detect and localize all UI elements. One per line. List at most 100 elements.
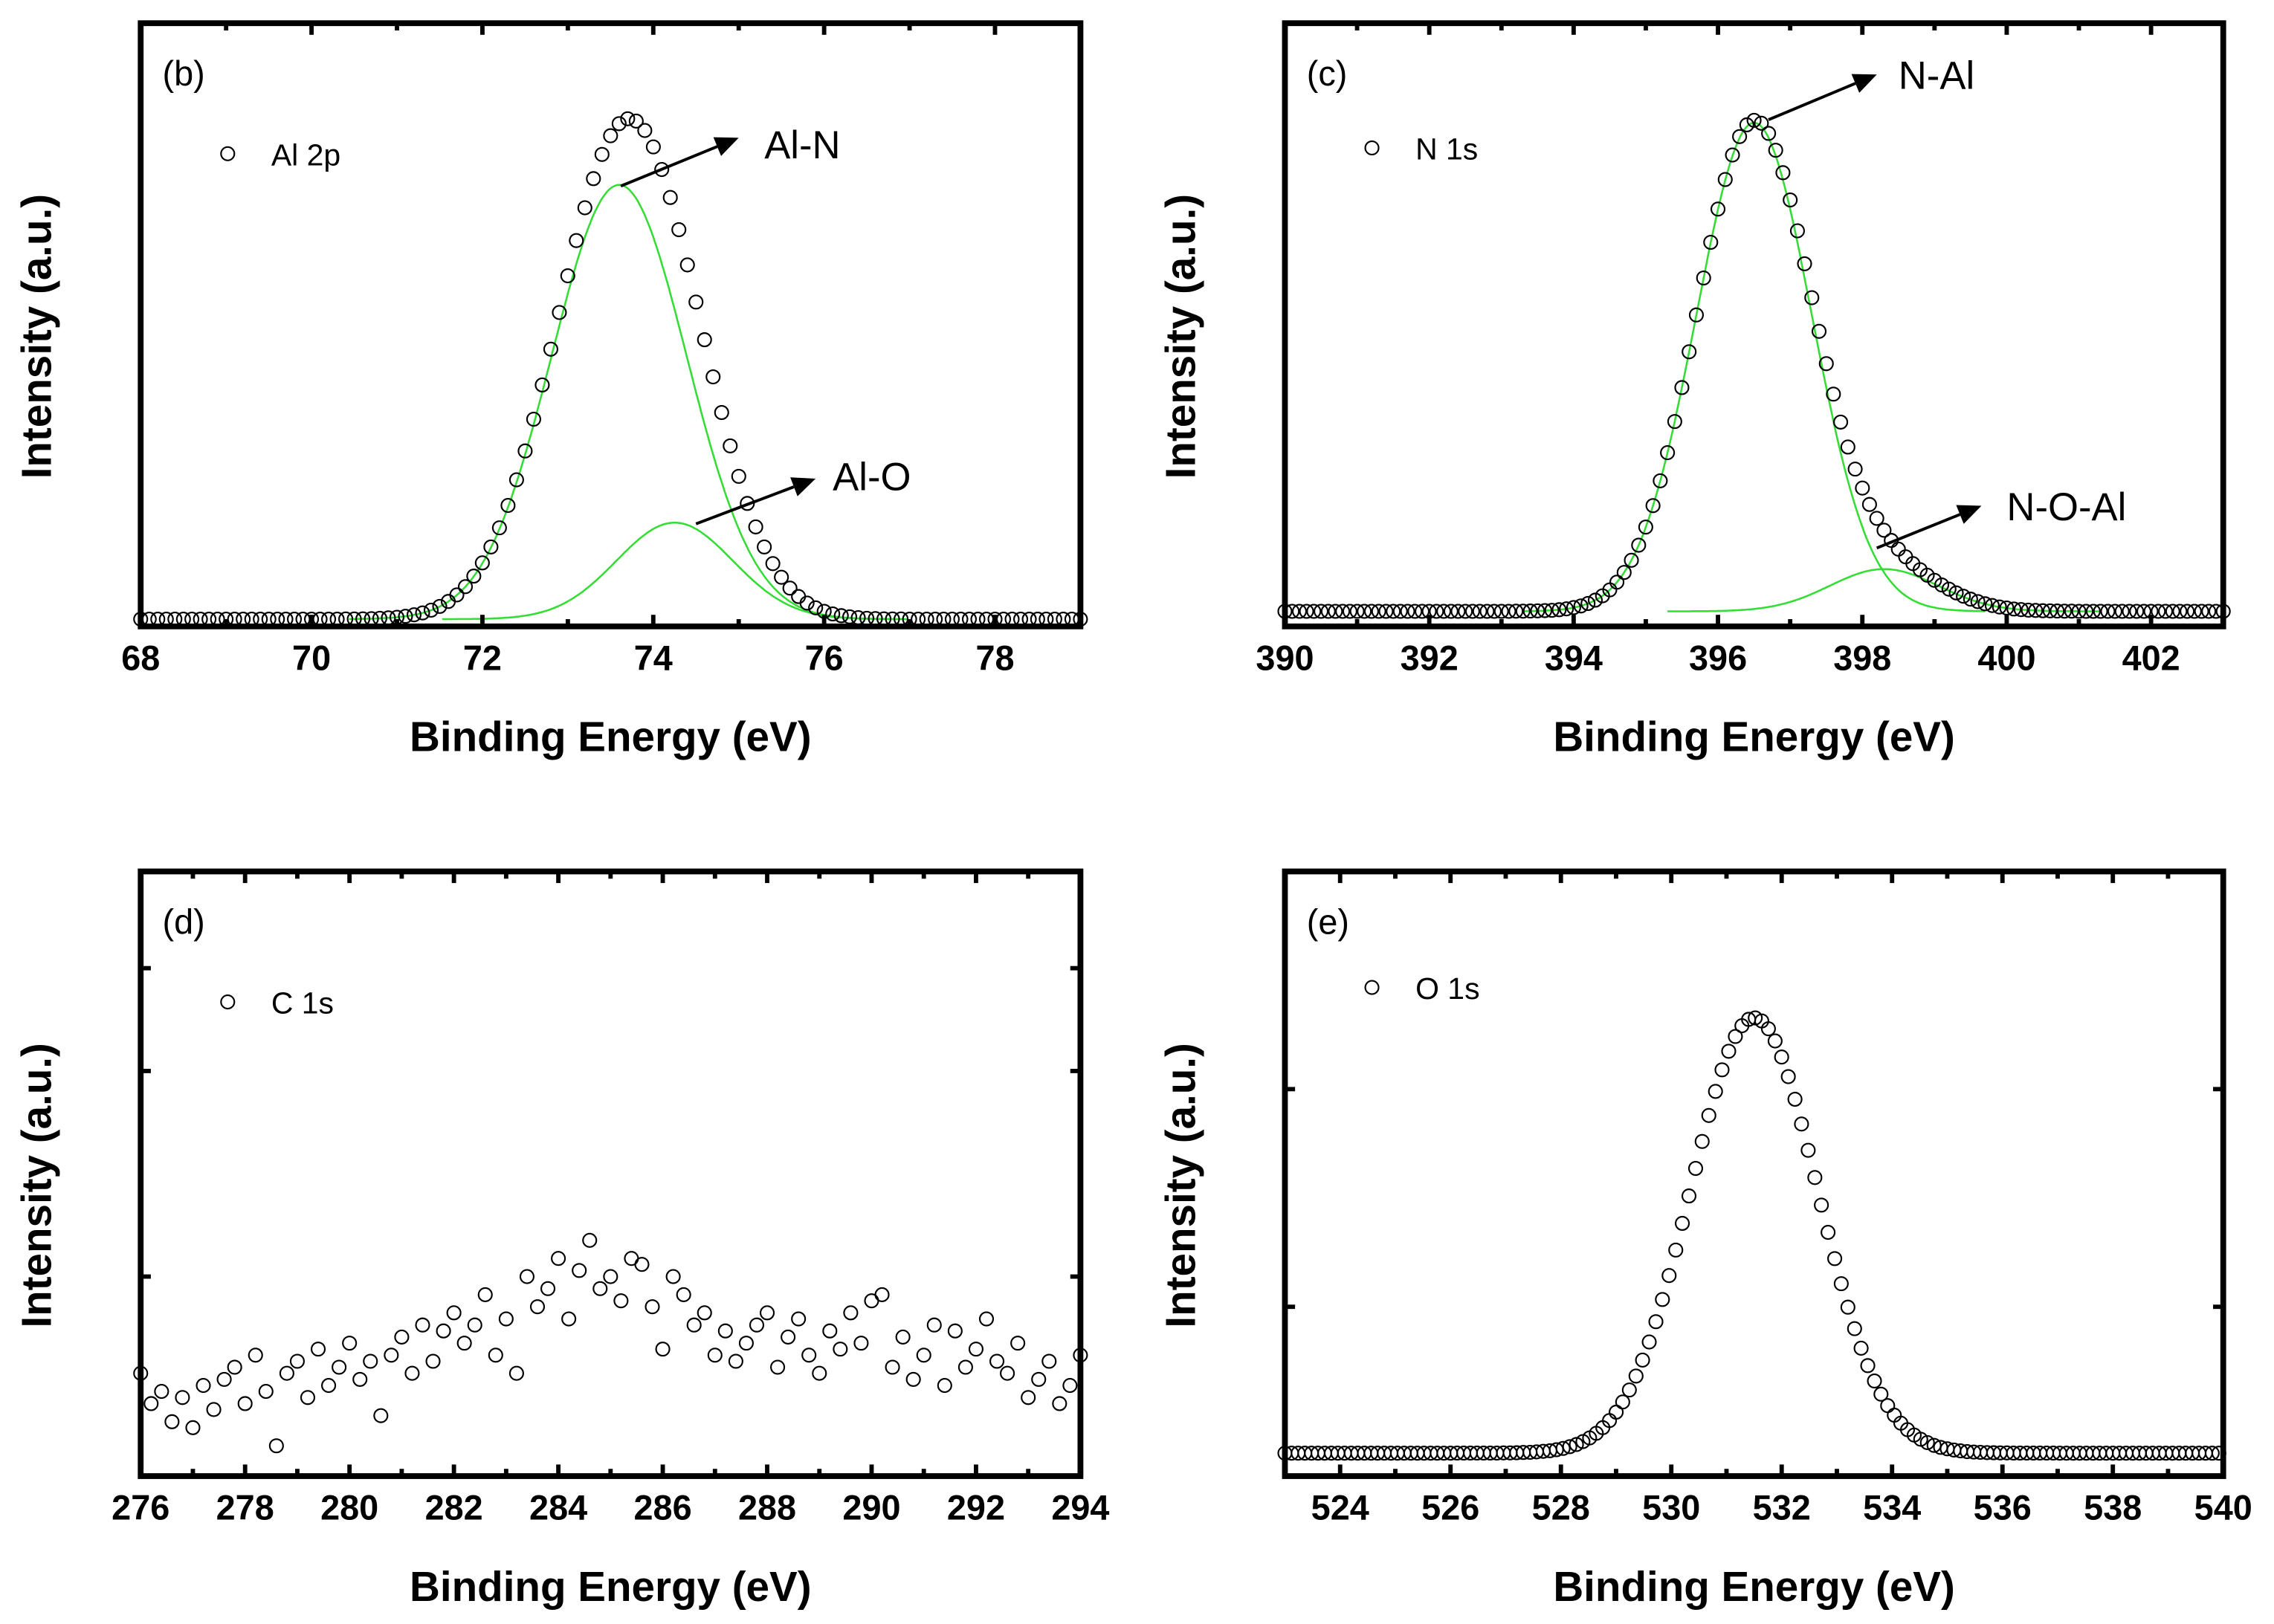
data-point [822,1323,838,1339]
data-point [404,1365,420,1381]
data-point [332,1359,347,1375]
data-point [1371,604,1386,619]
data-point [781,1329,796,1345]
data-point [2180,604,2195,619]
data-point [488,1348,503,1363]
x-tick-label: 290 [842,1489,900,1527]
data-point [1919,1434,1935,1450]
data-point [989,1353,1005,1369]
data-point [1797,256,1812,271]
data-point [1349,604,1365,619]
data-point [1062,1378,1078,1394]
fit-curve-al-n [349,184,889,621]
data-point [1472,604,1488,619]
data-point [1880,1398,1896,1414]
data-point [1682,344,1697,360]
data-point [1732,129,1748,144]
data-point [1544,603,1560,618]
data-point [1515,604,1531,619]
data-point [1674,380,1690,395]
data-point [1760,1021,1776,1037]
x-tick-label: 402 [2122,638,2180,677]
data-point [289,1353,305,1369]
data-point [1508,604,1524,619]
fit-curve-al-o [442,521,908,621]
data-point [456,1336,472,1351]
data-point [2151,604,2166,619]
data-point [1624,552,1639,568]
data-point [1342,604,1357,619]
data-point [415,605,430,621]
data-point [770,1359,786,1375]
x-axis-title: Binding Energy (eV) [410,1563,812,1610]
data-point [1609,575,1625,590]
x-tick-label: 532 [1753,1489,1811,1527]
plot-frame [138,20,1084,630]
data-point [436,1323,451,1339]
legend-label: O 1s [1415,971,1480,1006]
data-point [517,443,533,459]
data-point [449,587,465,603]
data-point [2064,604,2079,619]
data-point [154,1384,169,1400]
data-point [300,1390,316,1405]
data-point [812,1365,827,1381]
fit-curve-n-o-al [1667,568,2101,612]
data-point [833,608,849,624]
data-point [1414,604,1430,619]
panel-label: (d) [163,902,205,941]
data-point [1645,498,1661,514]
data-point [1615,1394,1630,1410]
data-point [1821,1225,1836,1240]
data-point [707,1348,723,1363]
panel-label: (e) [1307,902,1349,941]
data-point [662,190,678,205]
data-point [594,146,610,162]
data-point [728,1353,743,1369]
data-point [175,1390,190,1405]
x-axis-title: Binding Energy (eV) [1553,1563,1955,1610]
data-point [2129,604,2145,619]
data-point [406,607,422,623]
x-tick-label: 276 [112,1489,169,1527]
data-point [248,1348,263,1363]
data-point [1861,496,1877,512]
data-point [1031,1371,1047,1387]
panel-label: (c) [1307,54,1348,93]
data-point [791,589,807,604]
data-point [1609,1404,1624,1420]
data-point [759,1305,775,1321]
data-point [1860,1358,1876,1374]
data-point [2186,604,2202,619]
data-point [2042,603,2058,618]
data-point [206,1402,222,1417]
data-point [592,1281,608,1296]
data-point [500,498,516,514]
legend-marker-icon [220,994,236,1010]
data-point [529,1299,546,1315]
x-tick-label: 390 [1256,638,1314,677]
data-point [1320,604,1336,619]
x-tick-label: 282 [425,1489,483,1527]
data-point [645,139,661,155]
data-point [655,1342,671,1357]
data-point [1775,165,1791,181]
data-point [1840,1299,1855,1315]
data-point [1335,604,1351,619]
data-point [774,569,789,585]
data-point [1522,604,1538,619]
data-point [697,332,712,348]
data-point [1378,604,1394,619]
data-point [705,369,721,385]
data-point [519,1269,535,1284]
data-point [1530,603,1545,618]
data-point [748,519,763,535]
data-point [1407,604,1423,619]
data-point [1833,414,1849,430]
data-point [526,411,541,427]
data-point [1660,445,1676,461]
data-point [1783,192,1798,208]
annotation-label: N-Al [1899,54,1974,98]
data-point [916,1348,931,1363]
data-point [1569,1437,1584,1452]
